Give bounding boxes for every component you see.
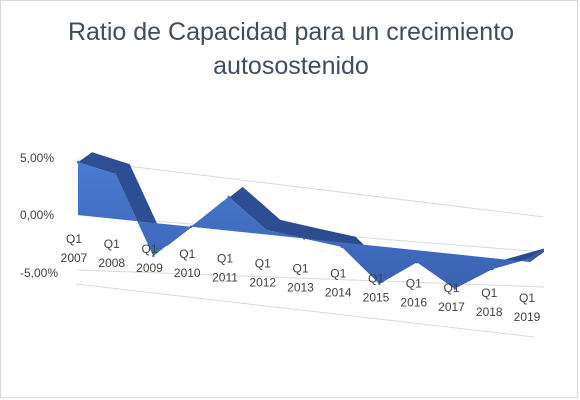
- y-tick-label: -5,00%: [20, 266, 58, 280]
- gridline: [77, 159, 545, 218]
- chart-title: Ratio de Capacidad para un crecimiento a…: [67, 18, 515, 80]
- x-tick-label: Q1 2016: [400, 276, 427, 309]
- series-area-side: [530, 248, 544, 262]
- data-point: [340, 245, 343, 248]
- x-tick-label: Q1 2010: [174, 247, 201, 280]
- series-area: [78, 162, 530, 289]
- x-tick-label: Q1 2012: [249, 257, 276, 290]
- data-point: [114, 172, 117, 176]
- x-tick-label: Q1 2011: [212, 252, 238, 285]
- x-tick-label: Q1 2008: [98, 237, 125, 270]
- x-tick-label: Q1 2007: [61, 232, 88, 265]
- x-tick-label: Q1 2019: [514, 291, 541, 324]
- data-point: [415, 261, 419, 264]
- data-point: [453, 287, 456, 290]
- data-point: [302, 237, 306, 240]
- data-point: [189, 225, 193, 228]
- data-point: [491, 267, 494, 271]
- x-tick-label: Q1 2009: [136, 242, 163, 275]
- data-point: [378, 282, 381, 286]
- y-tick-label: 0,00%: [20, 208, 54, 222]
- data-point: [76, 161, 80, 164]
- gridline: [77, 269, 545, 288]
- x-tick-label: Q1 2017: [438, 281, 465, 314]
- data-point: [528, 257, 532, 260]
- x-tick-label: Q1 2014: [325, 266, 352, 299]
- y-tick-label: 5,00%: [20, 151, 54, 165]
- x-tick-label: Q1 2015: [363, 271, 390, 304]
- data-point: [265, 228, 268, 232]
- x-tick-label: Q1 2013: [287, 262, 314, 295]
- floor-line: [75, 283, 535, 338]
- data-point: [227, 195, 230, 199]
- data-point: [152, 254, 155, 258]
- x-tick-label: Q1 2018: [476, 286, 503, 319]
